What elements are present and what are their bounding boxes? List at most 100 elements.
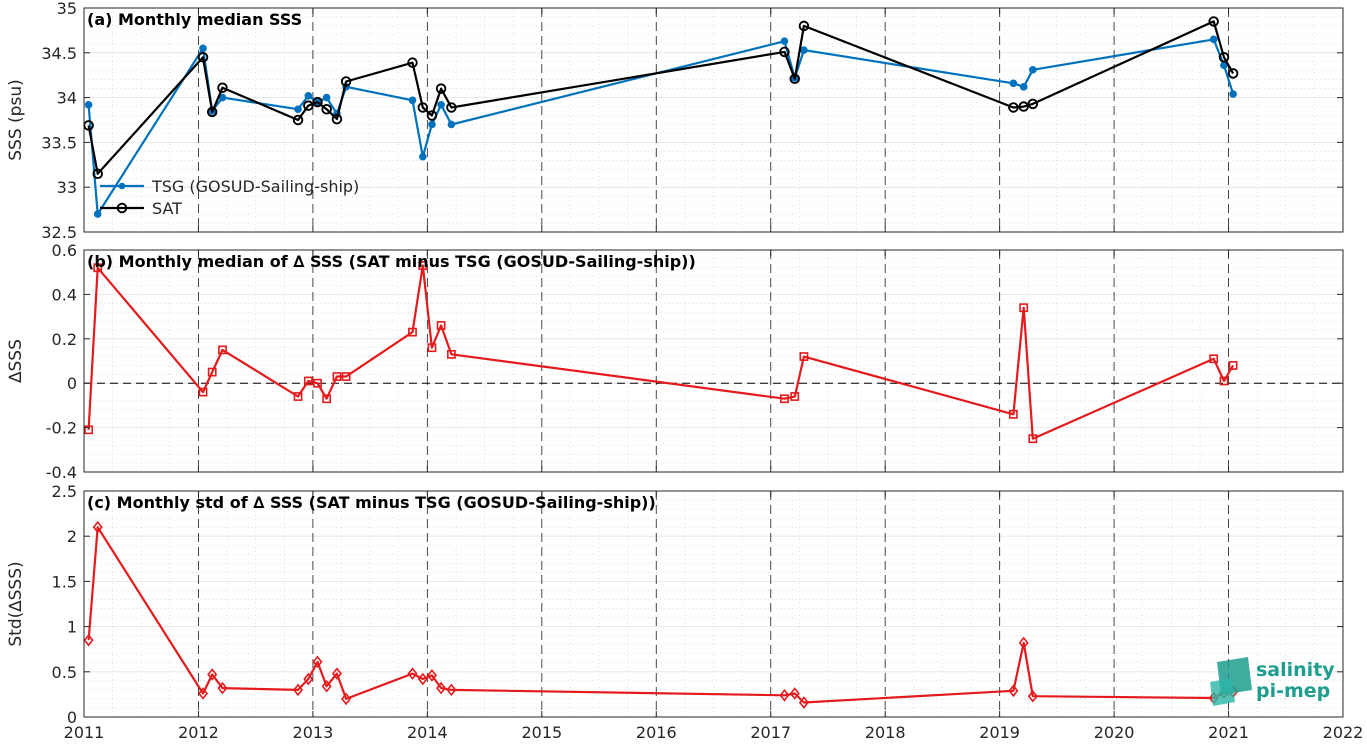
data-point: [217, 681, 228, 695]
data-point: [313, 378, 322, 388]
y-tick-label: 33: [57, 178, 77, 197]
data-point: [312, 96, 323, 108]
data-point: [436, 681, 447, 695]
legend-swatch-marker: [118, 182, 126, 190]
data-point: [1227, 68, 1239, 79]
data-point: [293, 392, 303, 401]
series-0-delta: [83, 520, 1239, 709]
axes-box: [83, 490, 1344, 718]
series-1-sat: [83, 16, 1239, 180]
data-point: [93, 210, 102, 218]
data-point: [84, 425, 93, 435]
data-point: [322, 93, 331, 102]
y-tick-label: 33.5: [41, 133, 77, 152]
data-point: [1027, 98, 1039, 110]
y-tick-label: -0.4: [46, 463, 77, 482]
data-point: [1018, 636, 1029, 650]
data-point: [426, 669, 437, 682]
data-point: [1008, 684, 1019, 698]
data-point: [800, 46, 808, 54]
data-point: [1019, 303, 1029, 313]
series-0-tsg-gosud-sailing-ship-: [84, 35, 1237, 218]
y-axis-label: Std(∆SSS): [6, 561, 26, 646]
data-point: [293, 683, 304, 697]
data-point: [435, 83, 447, 94]
data-point: [292, 114, 304, 126]
data-point: [304, 92, 313, 100]
panel-title: (b) Monthly median of ∆ SSS (SAT minus T…: [87, 252, 696, 271]
data-point: [408, 327, 417, 337]
data-point: [303, 100, 314, 111]
data-point: [341, 372, 351, 381]
data-point: [294, 105, 302, 114]
data-point: [218, 345, 227, 355]
data-point: [780, 394, 789, 404]
logo-text-pimep: pi-mep: [1256, 680, 1330, 702]
data-point: [1008, 409, 1018, 419]
data-point: [303, 672, 314, 686]
data-point: [1208, 16, 1219, 27]
series-0-delta: [84, 261, 1238, 444]
data-point: [83, 633, 94, 647]
data-point: [779, 689, 790, 702]
y-tick-label: 0.2: [52, 330, 77, 349]
legend-label: SAT: [152, 199, 182, 218]
data-point: [198, 387, 208, 397]
data-point: [798, 20, 810, 32]
logo-mark: [1210, 678, 1235, 706]
data-point: [408, 96, 417, 105]
axes-box: [83, 7, 1344, 233]
data-point: [418, 261, 428, 270]
data-point: [407, 667, 418, 680]
x-tick-label: 2015: [521, 723, 562, 742]
data-point: [206, 106, 218, 118]
data-point: [407, 57, 418, 68]
data-point: [207, 367, 217, 377]
x-tick-label: 2021: [1208, 723, 1249, 742]
data-point: [780, 37, 789, 45]
y-tick-label: 1.5: [52, 572, 77, 591]
data-point: [1209, 354, 1219, 364]
x-tick-label: 2016: [636, 723, 677, 742]
data-point: [321, 103, 332, 115]
x-tick-label: 2014: [407, 723, 448, 742]
data-point: [1218, 52, 1230, 63]
x-tick-label: 2018: [865, 723, 906, 742]
y-tick-label: 2: [67, 527, 77, 546]
x-tick-label: 2011: [64, 723, 105, 742]
panel-c: [83, 490, 1344, 718]
series-line: [87, 20, 1235, 175]
data-point: [312, 655, 323, 669]
data-point: [207, 668, 218, 681]
x-tick-label: 2022: [1323, 723, 1364, 742]
panel-a: [83, 7, 1344, 233]
series-line: [87, 526, 1234, 704]
data-point: [1209, 35, 1218, 44]
data-point: [340, 76, 352, 87]
x-tick-label: 2020: [1094, 723, 1135, 742]
legend: [100, 182, 144, 214]
data-point: [1219, 376, 1229, 386]
salinity-pimep-logo: [1210, 657, 1252, 706]
data-point: [321, 679, 332, 693]
data-point: [303, 376, 313, 386]
data-point: [426, 110, 438, 121]
axes-box: [83, 249, 1344, 473]
legend-label: TSG (GOSUD-Sailing-ship): [151, 177, 359, 196]
x-tick-label: 2013: [293, 723, 334, 742]
data-point: [92, 520, 103, 534]
data-point: [92, 168, 103, 180]
y-tick-label: 2.5: [52, 482, 77, 501]
panel-title: (c) Monthly std of ∆ SSS (SAT minus TSG …: [87, 493, 656, 512]
y-tick-label: 0.6: [52, 241, 77, 260]
data-point: [417, 672, 428, 686]
data-point: [1029, 66, 1037, 74]
data-point: [341, 692, 352, 706]
data-point: [798, 696, 809, 709]
data-point: [418, 152, 427, 161]
data-point: [331, 113, 343, 125]
data-point: [1027, 689, 1038, 703]
data-point: [436, 321, 446, 330]
